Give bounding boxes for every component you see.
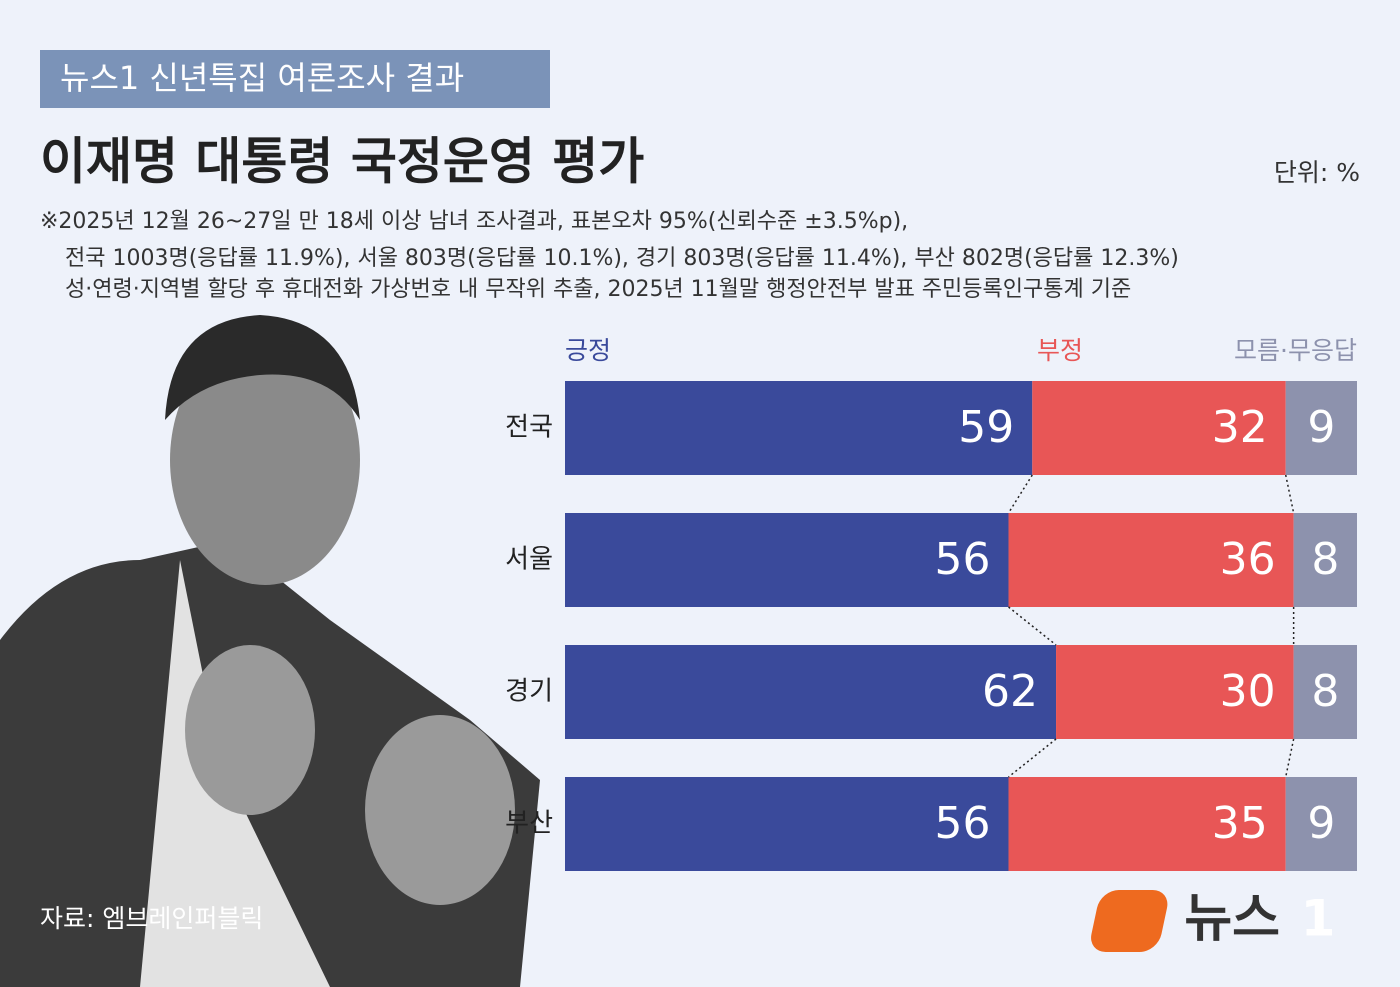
value-label: 62 <box>982 666 1038 717</box>
bar-segment <box>1293 645 1357 739</box>
value-label: 9 <box>1307 402 1335 453</box>
bar-segment <box>1293 513 1357 607</box>
legend-label: 부정 <box>1037 336 1083 365</box>
note: 전국 1003명(응답률 11.9%), 서울 803명(응답률 10.1%),… <box>65 246 1179 271</box>
value-label: 8 <box>1311 666 1339 717</box>
bar-segment <box>1285 381 1357 475</box>
tag-box <box>40 50 550 108</box>
note: ※2025년 12월 26~27일 만 18세 이상 남녀 조사결과, 표본오차… <box>40 209 908 234</box>
unit: 단위: % <box>1274 158 1360 187</box>
bar-segment <box>565 777 1009 871</box>
bar-segment <box>565 513 1009 607</box>
category-label: 경기 <box>505 677 553 707</box>
category-label: 서울 <box>505 545 553 575</box>
bar-segment <box>1285 777 1357 871</box>
connector <box>1284 738 1295 778</box>
bar-segment <box>1056 645 1294 739</box>
legend-label: 모름·무응답 <box>1234 336 1357 365</box>
photo <box>0 315 540 987</box>
logo: 뉴스 <box>1184 889 1280 949</box>
value-label: 56 <box>935 798 991 849</box>
value-label: 59 <box>958 402 1014 453</box>
connector <box>1284 474 1295 514</box>
value-label: 36 <box>1220 534 1276 585</box>
bar-segment <box>565 381 1033 475</box>
connector <box>1008 738 1057 778</box>
value-label: 32 <box>1212 402 1268 453</box>
connector <box>1008 606 1057 646</box>
value-label: 9 <box>1307 798 1335 849</box>
category-label: 부산 <box>505 809 553 839</box>
value-label: 56 <box>935 534 991 585</box>
bar-segment <box>1032 381 1286 475</box>
note: 성·연령·지역별 할당 후 휴대전화 가상번호 내 무작위 추출, 2025년 … <box>65 277 1131 302</box>
value-label: 35 <box>1212 798 1268 849</box>
logo-mark-box <box>1091 890 1168 952</box>
bar-segment <box>1008 513 1294 607</box>
source: 자료: 엠브레인퍼블릭 <box>40 904 263 933</box>
bar-segment <box>565 645 1057 739</box>
value-label: 30 <box>1220 666 1276 717</box>
category-label: 전국 <box>505 413 553 443</box>
tag: 뉴스1 신년특집 여론조사 결과 <box>60 59 464 97</box>
title: 이재명 대통령 국정운영 평가 <box>40 133 644 191</box>
legend-label: 긍정 <box>565 336 611 365</box>
bar-segment <box>1008 777 1286 871</box>
logo-mark: 1 <box>1301 890 1336 948</box>
value-label: 8 <box>1311 534 1339 585</box>
